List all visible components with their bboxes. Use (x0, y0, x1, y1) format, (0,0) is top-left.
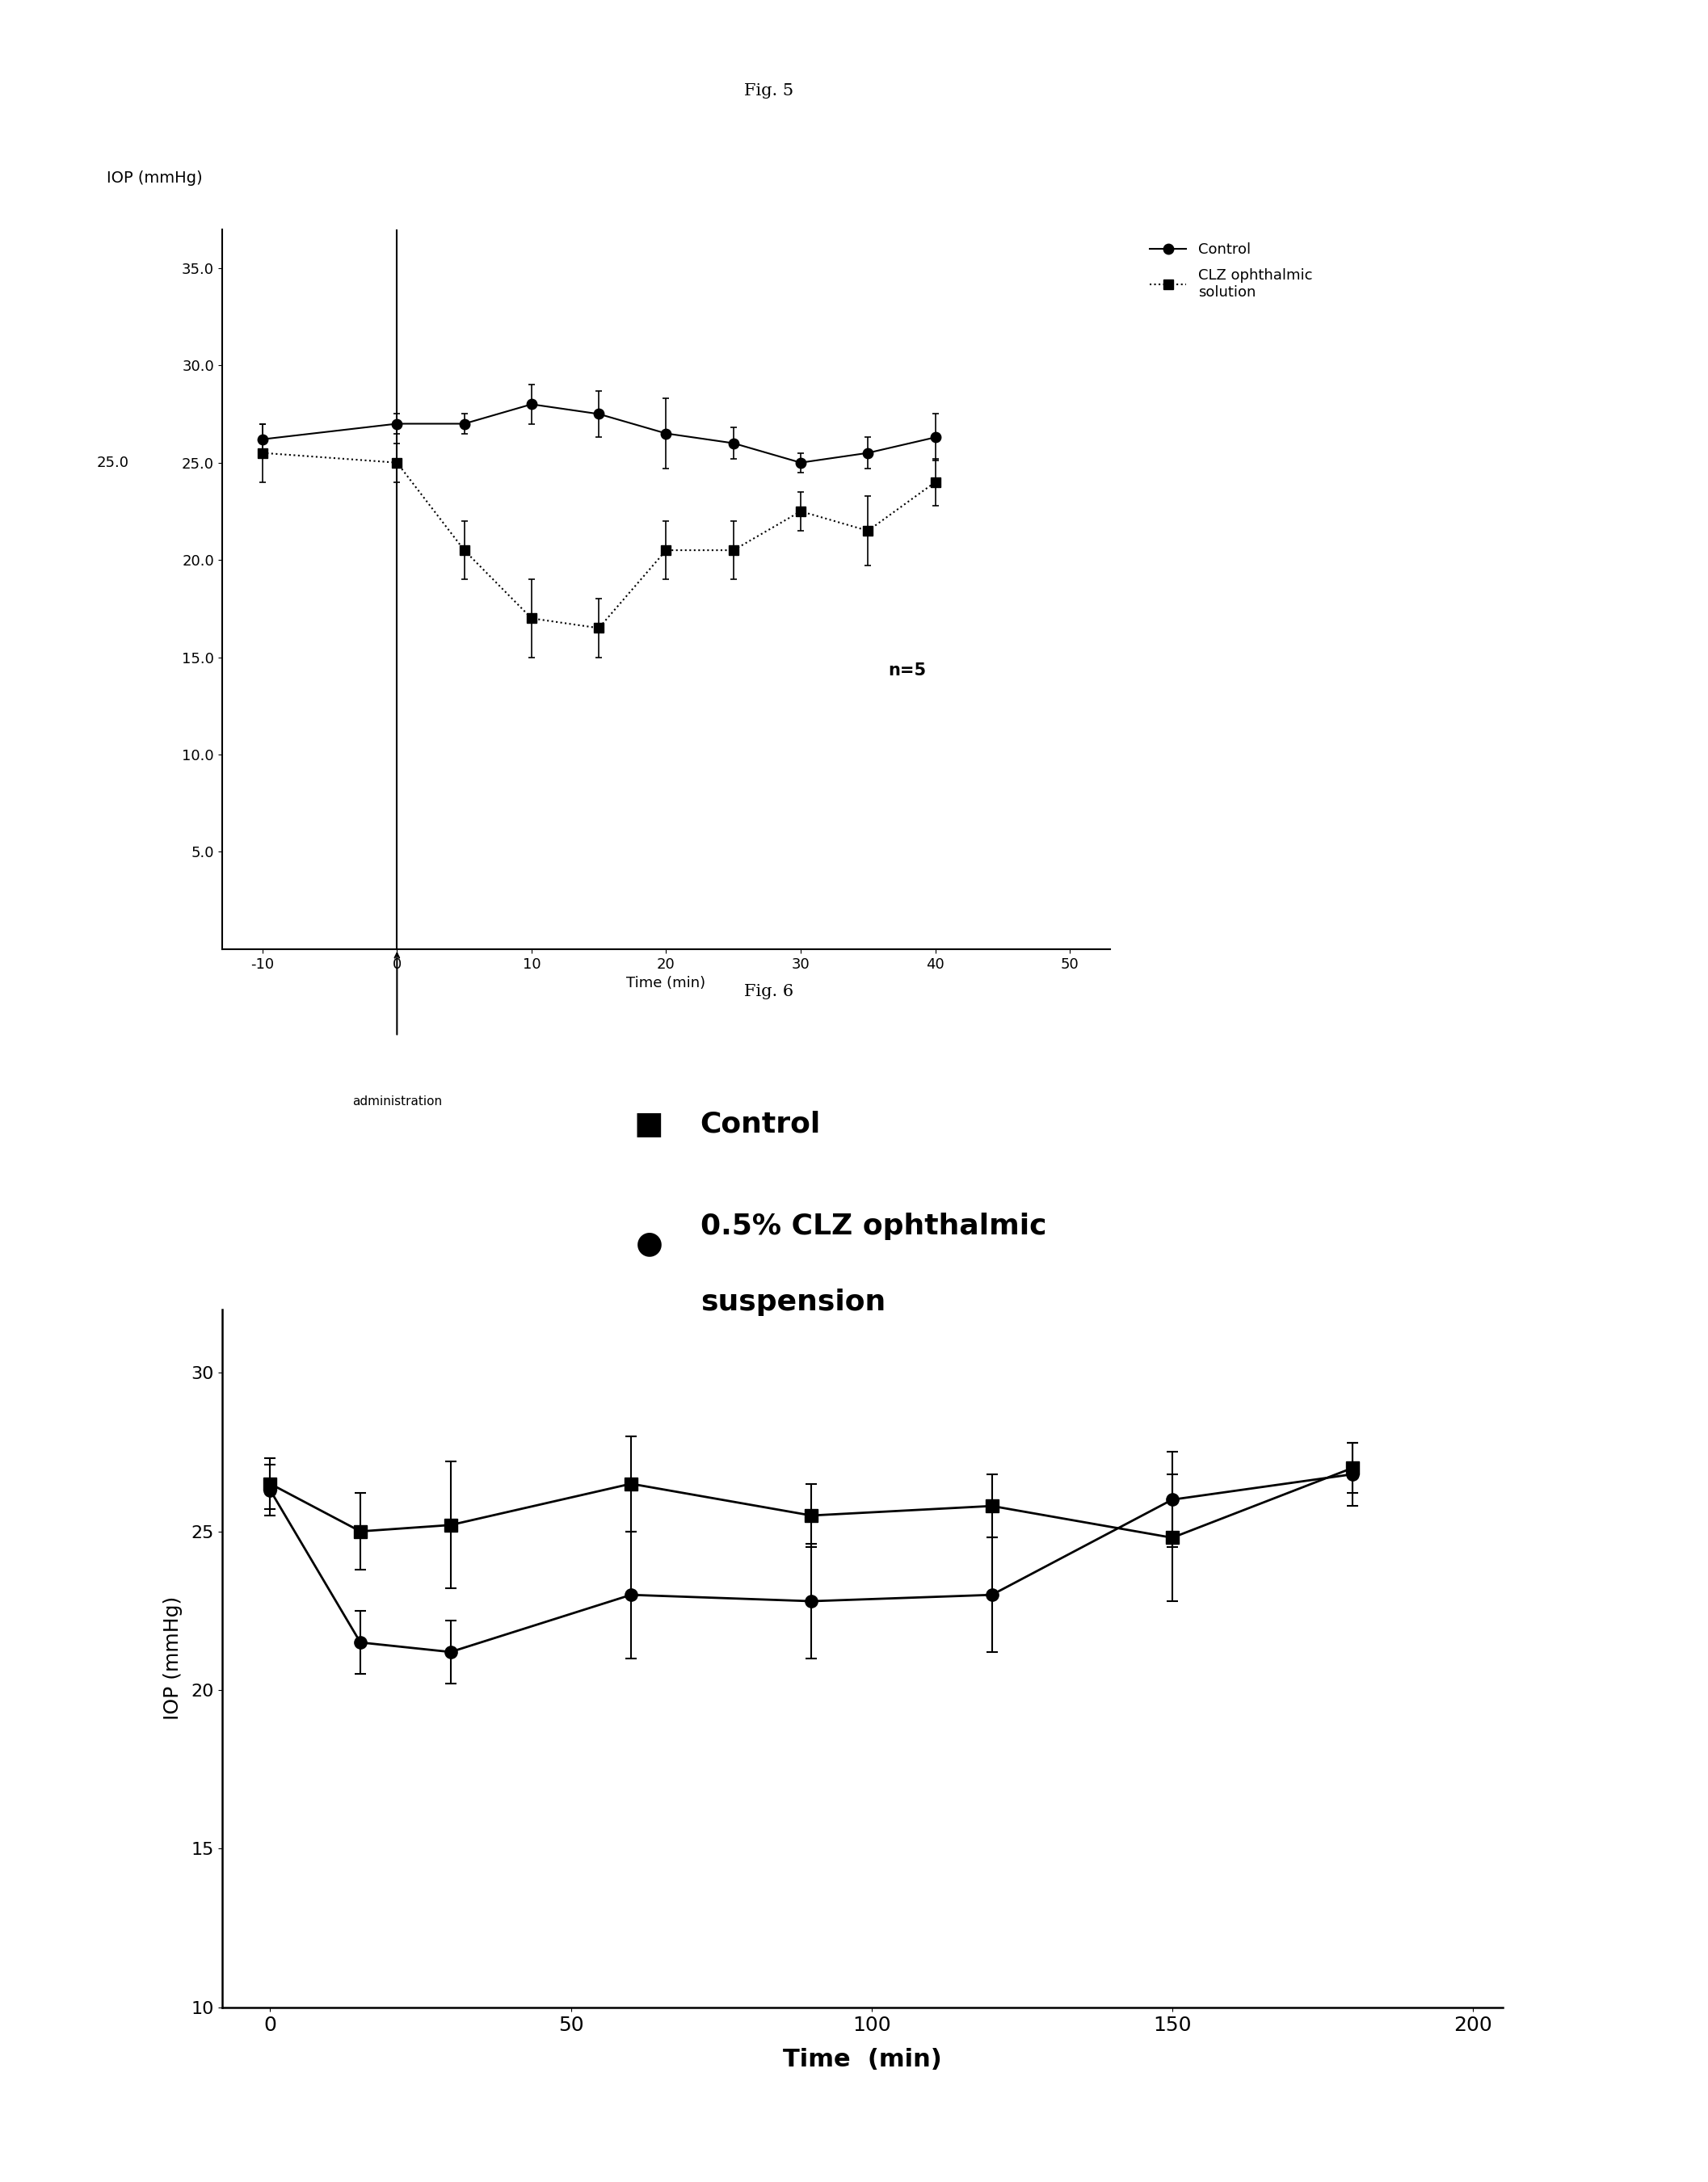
Text: n=5: n=5 (888, 663, 926, 679)
Y-axis label: IOP (mmHg): IOP (mmHg) (162, 1597, 183, 1719)
Text: 0.5% CLZ ophthalmic: 0.5% CLZ ophthalmic (700, 1213, 1047, 1239)
Text: administration: administration (352, 1095, 442, 1106)
X-axis label: Time  (min): Time (min) (782, 2049, 943, 2071)
Text: Fig. 6: Fig. 6 (745, 984, 793, 999)
Text: ●: ● (635, 1228, 663, 1259)
Text: Control: Control (700, 1111, 822, 1137)
Legend: Control, CLZ ophthalmic
solution: Control, CLZ ophthalmic solution (1144, 236, 1319, 305)
Text: Fig. 5: Fig. 5 (745, 83, 793, 98)
X-axis label: Time (min): Time (min) (627, 975, 705, 991)
Text: suspension: suspension (700, 1290, 885, 1316)
Text: ■: ■ (634, 1108, 664, 1139)
Text: IOP (mmHg): IOP (mmHg) (106, 170, 203, 185)
Text: 25.0: 25.0 (96, 456, 128, 469)
